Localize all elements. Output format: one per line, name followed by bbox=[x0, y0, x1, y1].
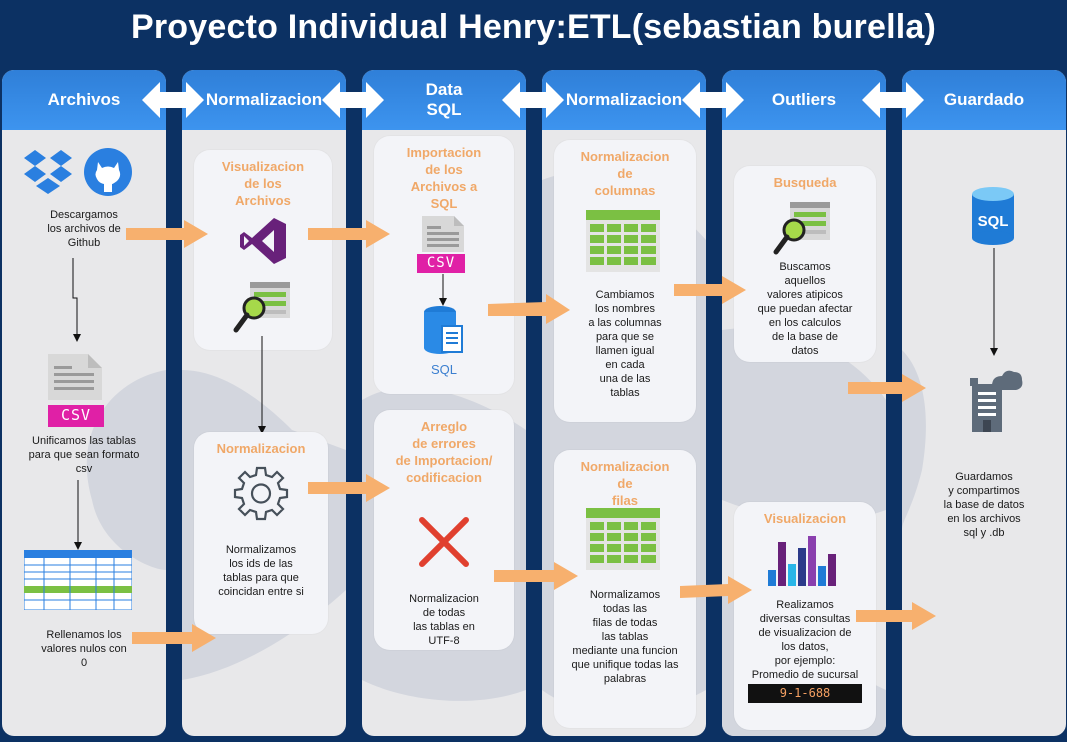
grid-table-icon bbox=[586, 210, 660, 272]
flow-connector bbox=[74, 480, 82, 550]
svg-text:SQL: SQL bbox=[978, 213, 1009, 230]
card-title: Arreglo de errores de Importacion/ codif… bbox=[395, 419, 493, 485]
card-title: Importacion de los Archivos a SQL bbox=[406, 145, 482, 211]
card-title: Normalizacion de columnas bbox=[580, 149, 670, 198]
flow-arrow bbox=[132, 624, 216, 652]
table-icon bbox=[24, 550, 132, 610]
card-title: Busqueda bbox=[773, 175, 837, 190]
flow-arrow bbox=[494, 562, 578, 590]
double-arrow-2 bbox=[322, 82, 384, 118]
normalizacion-columnas-card: Normalizacion de columnas Cambiamos los … bbox=[554, 140, 696, 422]
grid-table-icon bbox=[586, 508, 660, 570]
search-document-icon bbox=[233, 282, 290, 333]
arreglo-errores-text: Normalizacion de todas las tablas en UTF… bbox=[409, 593, 479, 647]
csv-badge: CSV bbox=[417, 254, 465, 273]
flow-arrow bbox=[308, 220, 390, 248]
search-document-icon bbox=[773, 202, 830, 255]
sql-database-icon: SQL bbox=[972, 187, 1014, 245]
flow-arrow bbox=[488, 294, 570, 324]
column-normalizacion-1: Normalizacion Visualizacion de los Archi… bbox=[182, 70, 346, 736]
csv-badge: CSV bbox=[48, 405, 104, 427]
column-header-archivos: Archivos bbox=[2, 70, 166, 130]
flow-arrow bbox=[856, 602, 936, 630]
visualizacion-card: Visualizacion Realizamos diversas consul… bbox=[734, 502, 876, 730]
column-header-normalizacion-2: Normalizacion bbox=[542, 70, 706, 130]
flow-arrow bbox=[674, 276, 746, 304]
document-icon bbox=[48, 354, 102, 400]
code-sample: 9-1-688 bbox=[748, 684, 862, 703]
double-arrow-3 bbox=[502, 82, 564, 118]
double-arrow-4 bbox=[682, 82, 744, 118]
normalizacion-ids-card: Normalizacion Normalizamos los ids de la… bbox=[194, 432, 328, 634]
column-header-guardado: Guardado bbox=[902, 70, 1066, 130]
column-header-data-sql: Data SQL bbox=[362, 70, 526, 130]
importacion-sql-card: Importacion de los Archivos a SQL CSV SQ… bbox=[374, 136, 514, 394]
arreglo-errores-card: Arreglo de errores de Importacion/ codif… bbox=[374, 410, 514, 650]
double-arrow-5 bbox=[862, 82, 924, 118]
flow-arrow bbox=[848, 374, 926, 402]
unify-text: Unificamos las tablas para que sean form… bbox=[28, 435, 140, 475]
fill-text: Rellenamos los valores nulos con 0 bbox=[41, 629, 127, 669]
sql-label: SQL bbox=[430, 362, 457, 377]
normalizacion-columnas-text: Cambiamos los nombres a las columnas par… bbox=[588, 289, 662, 399]
column-header-outliers: Outliers bbox=[722, 70, 886, 130]
card-title: Normalizacion de filas bbox=[580, 459, 670, 508]
flow-arrow bbox=[308, 474, 390, 502]
download-text: Descargamos los archivos de Github bbox=[47, 209, 121, 249]
flow-arrow bbox=[126, 220, 208, 248]
visual-studio-icon bbox=[240, 218, 286, 264]
visualizacion-archivos-card: Visualizacion de los Archivos bbox=[194, 150, 332, 350]
card-title: Visualizacion bbox=[763, 511, 847, 526]
flow-arrow bbox=[680, 576, 752, 604]
visualizacion-text: Realizamos diversas consultas de visuali… bbox=[751, 599, 859, 681]
normalizacion-ids-text: Normalizamos los ids de las tablas para … bbox=[218, 544, 304, 598]
dropbox-icon bbox=[24, 150, 72, 194]
database-icon bbox=[424, 306, 463, 354]
card-title: Visualizacion de los Archivos bbox=[221, 159, 305, 208]
busqueda-card: Busqueda Buscamos aquellos valores atipi… bbox=[734, 166, 876, 362]
normalizacion-filas-text: Normalizamos todas las filas de todas la… bbox=[571, 589, 679, 685]
normalizacion-filas-card: Normalizacion de filas Normalizamos toda… bbox=[554, 450, 696, 728]
flow-connector bbox=[439, 274, 447, 306]
guardado-text: Guardamos y compartimos la base de datos… bbox=[943, 471, 1025, 539]
card-title: Normalizacion bbox=[216, 441, 306, 456]
flow-connector bbox=[258, 336, 266, 434]
cloud-building-icon bbox=[970, 370, 1023, 432]
column-header-normalizacion-1: Normalizacion bbox=[182, 70, 346, 130]
header-connectors bbox=[142, 82, 924, 118]
flow-connector bbox=[72, 258, 81, 342]
bar-chart-icon bbox=[768, 536, 836, 586]
document-icon bbox=[422, 216, 464, 252]
gear-icon bbox=[233, 466, 289, 521]
github-icon bbox=[84, 148, 132, 196]
x-mark-icon bbox=[419, 517, 469, 567]
double-arrow-1 bbox=[142, 82, 204, 118]
flow-connector bbox=[990, 248, 998, 356]
column-guardado: Guardado SQL SQL Guardamos y compartimos… bbox=[902, 70, 1066, 736]
busqueda-text: Buscamos aquellos valores atipicos que p… bbox=[757, 261, 853, 357]
page-title: Proyecto Individual Henry:ETL(sebastian … bbox=[131, 8, 936, 46]
